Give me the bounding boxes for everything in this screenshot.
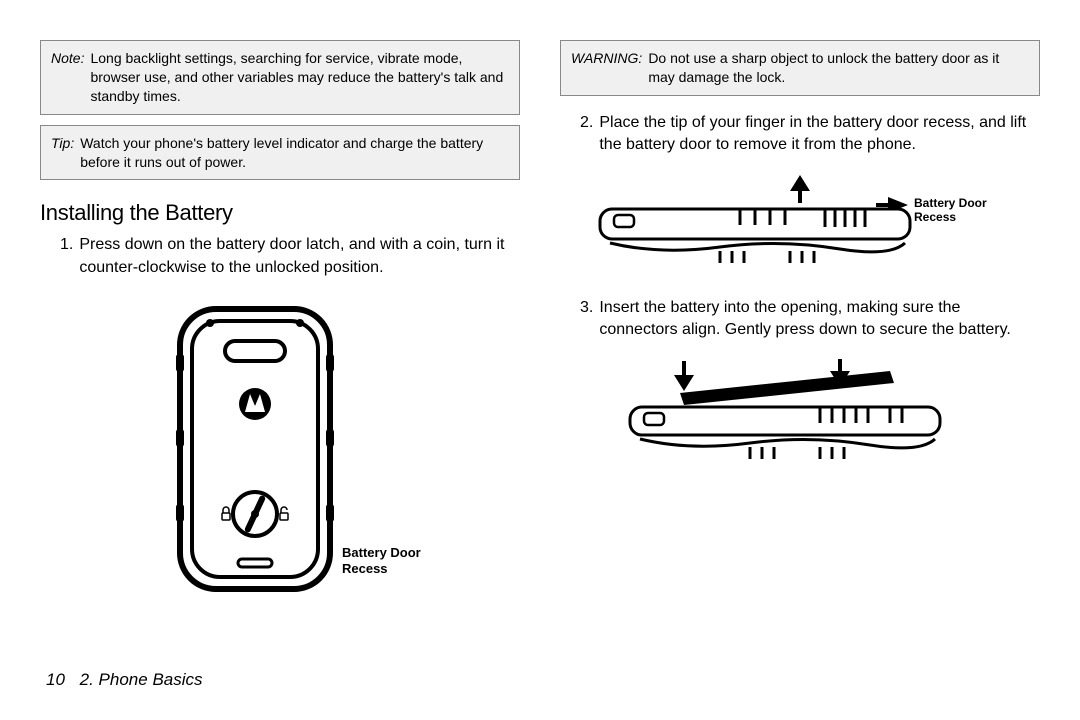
note-box: Note: Long backlight settings, searching…: [40, 40, 520, 115]
step-3: 3. Insert the battery into the opening, …: [580, 297, 1040, 342]
page-number: 10: [46, 670, 65, 689]
diagram-3-area: [560, 357, 1040, 477]
step-3-text: Insert the battery into the opening, mak…: [599, 297, 1040, 342]
step-3-number: 3.: [580, 297, 593, 342]
tip-text: Watch your phone's battery level indicat…: [80, 134, 509, 172]
right-column: WARNING: Do not use a sharp object to un…: [560, 40, 1040, 652]
chapter-title: 2. Phone Basics: [80, 670, 203, 689]
step-1-number: 1.: [60, 234, 73, 279]
page-footer: 10 2. Phone Basics: [40, 652, 1040, 690]
note-label: Note:: [51, 49, 84, 106]
diagram-1-area: Battery Door Recess: [40, 299, 520, 652]
insert-battery-diagram-icon: [590, 357, 1010, 477]
warning-label: WARNING:: [571, 49, 642, 87]
step-2-text: Place the tip of your finger in the batt…: [599, 112, 1040, 157]
step-2-number: 2.: [580, 112, 593, 157]
step-1: 1. Press down on the battery door latch,…: [60, 234, 520, 279]
step-1-text: Press down on the battery door latch, an…: [79, 234, 520, 279]
remove-door-diagram-icon: Battery Door Recess: [570, 173, 1030, 283]
left-column: Note: Long backlight settings, searching…: [40, 40, 520, 652]
diagram-2-label-line1: Battery Door: [914, 196, 987, 210]
step-2: 2. Place the tip of your finger in the b…: [580, 112, 1040, 157]
diagram-2-area: Battery Door Recess: [560, 173, 1040, 283]
tip-box: Tip: Watch your phone's battery level in…: [40, 125, 520, 181]
phone-back-diagram-icon: Battery Door Recess: [110, 299, 450, 619]
section-title: Installing the Battery: [40, 200, 520, 226]
diagram-1-label-line1: Battery Door: [342, 545, 421, 560]
note-text: Long backlight settings, searching for s…: [90, 49, 509, 106]
warning-box: WARNING: Do not use a sharp object to un…: [560, 40, 1040, 96]
diagram-1-label-line2: Recess: [342, 561, 388, 576]
tip-label: Tip:: [51, 134, 74, 172]
diagram-2-label-line2: Recess: [914, 210, 956, 224]
warning-text: Do not use a sharp object to unlock the …: [648, 49, 1029, 87]
